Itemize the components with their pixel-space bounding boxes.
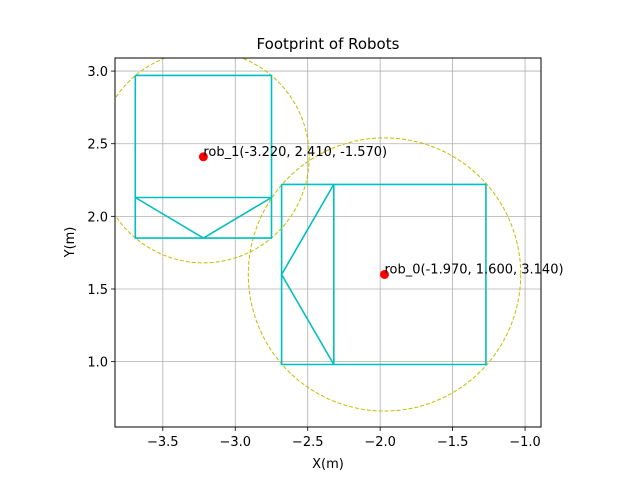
robot-1-label: rob_1(-3.220, 2.410, -1.570) bbox=[203, 145, 387, 160]
robot-0-label: rob_0(-1.970, 1.600, 3.140) bbox=[385, 262, 564, 277]
x-tick-label: −2.0 bbox=[364, 435, 396, 450]
x-tick-label: −1.0 bbox=[509, 435, 541, 450]
x-axis-label: X(m) bbox=[312, 457, 344, 472]
y-axis-ticks: 1.0 1.5 2.0 2.5 3.0 bbox=[87, 65, 115, 371]
y-tick-label: 2.0 bbox=[87, 210, 108, 225]
y-tick-label: 2.5 bbox=[87, 138, 108, 153]
robot-1-range-circle bbox=[115, 58, 310, 264]
robot-1-center-point bbox=[198, 152, 208, 162]
y-tick-label: 3.0 bbox=[87, 65, 108, 80]
robot-1-footprint-line bbox=[134, 74, 273, 239]
chart-title: Footprint of Robots bbox=[257, 35, 400, 53]
robot-0-center-point bbox=[380, 269, 390, 279]
x-axis-ticks: −3.5 −3.0 −2.5 −2.0 −1.5 −1.0 bbox=[147, 427, 541, 450]
y-tick-label: 1.0 bbox=[87, 356, 108, 371]
y-tick-label: 1.5 bbox=[87, 283, 108, 298]
robot-0-footprint-line bbox=[280, 183, 487, 366]
x-tick-label: −1.5 bbox=[437, 435, 469, 450]
robot-1-footprint-line bbox=[134, 196, 272, 239]
robot-0-footprint-line bbox=[280, 183, 335, 365]
robot-0-range-circle bbox=[247, 137, 522, 412]
x-tick-label: −2.5 bbox=[292, 435, 324, 450]
x-tick-label: −3.0 bbox=[219, 435, 251, 450]
robot-annotations: rob_0(-1.970, 1.600, 3.140) rob_1(-3.220,… bbox=[203, 145, 563, 278]
y-axis-label: Y(m) bbox=[63, 227, 78, 259]
grid-lines bbox=[115, 58, 541, 427]
x-tick-label: −3.5 bbox=[147, 435, 179, 450]
plot-area bbox=[115, 58, 522, 412]
axes-frame bbox=[114, 57, 542, 428]
